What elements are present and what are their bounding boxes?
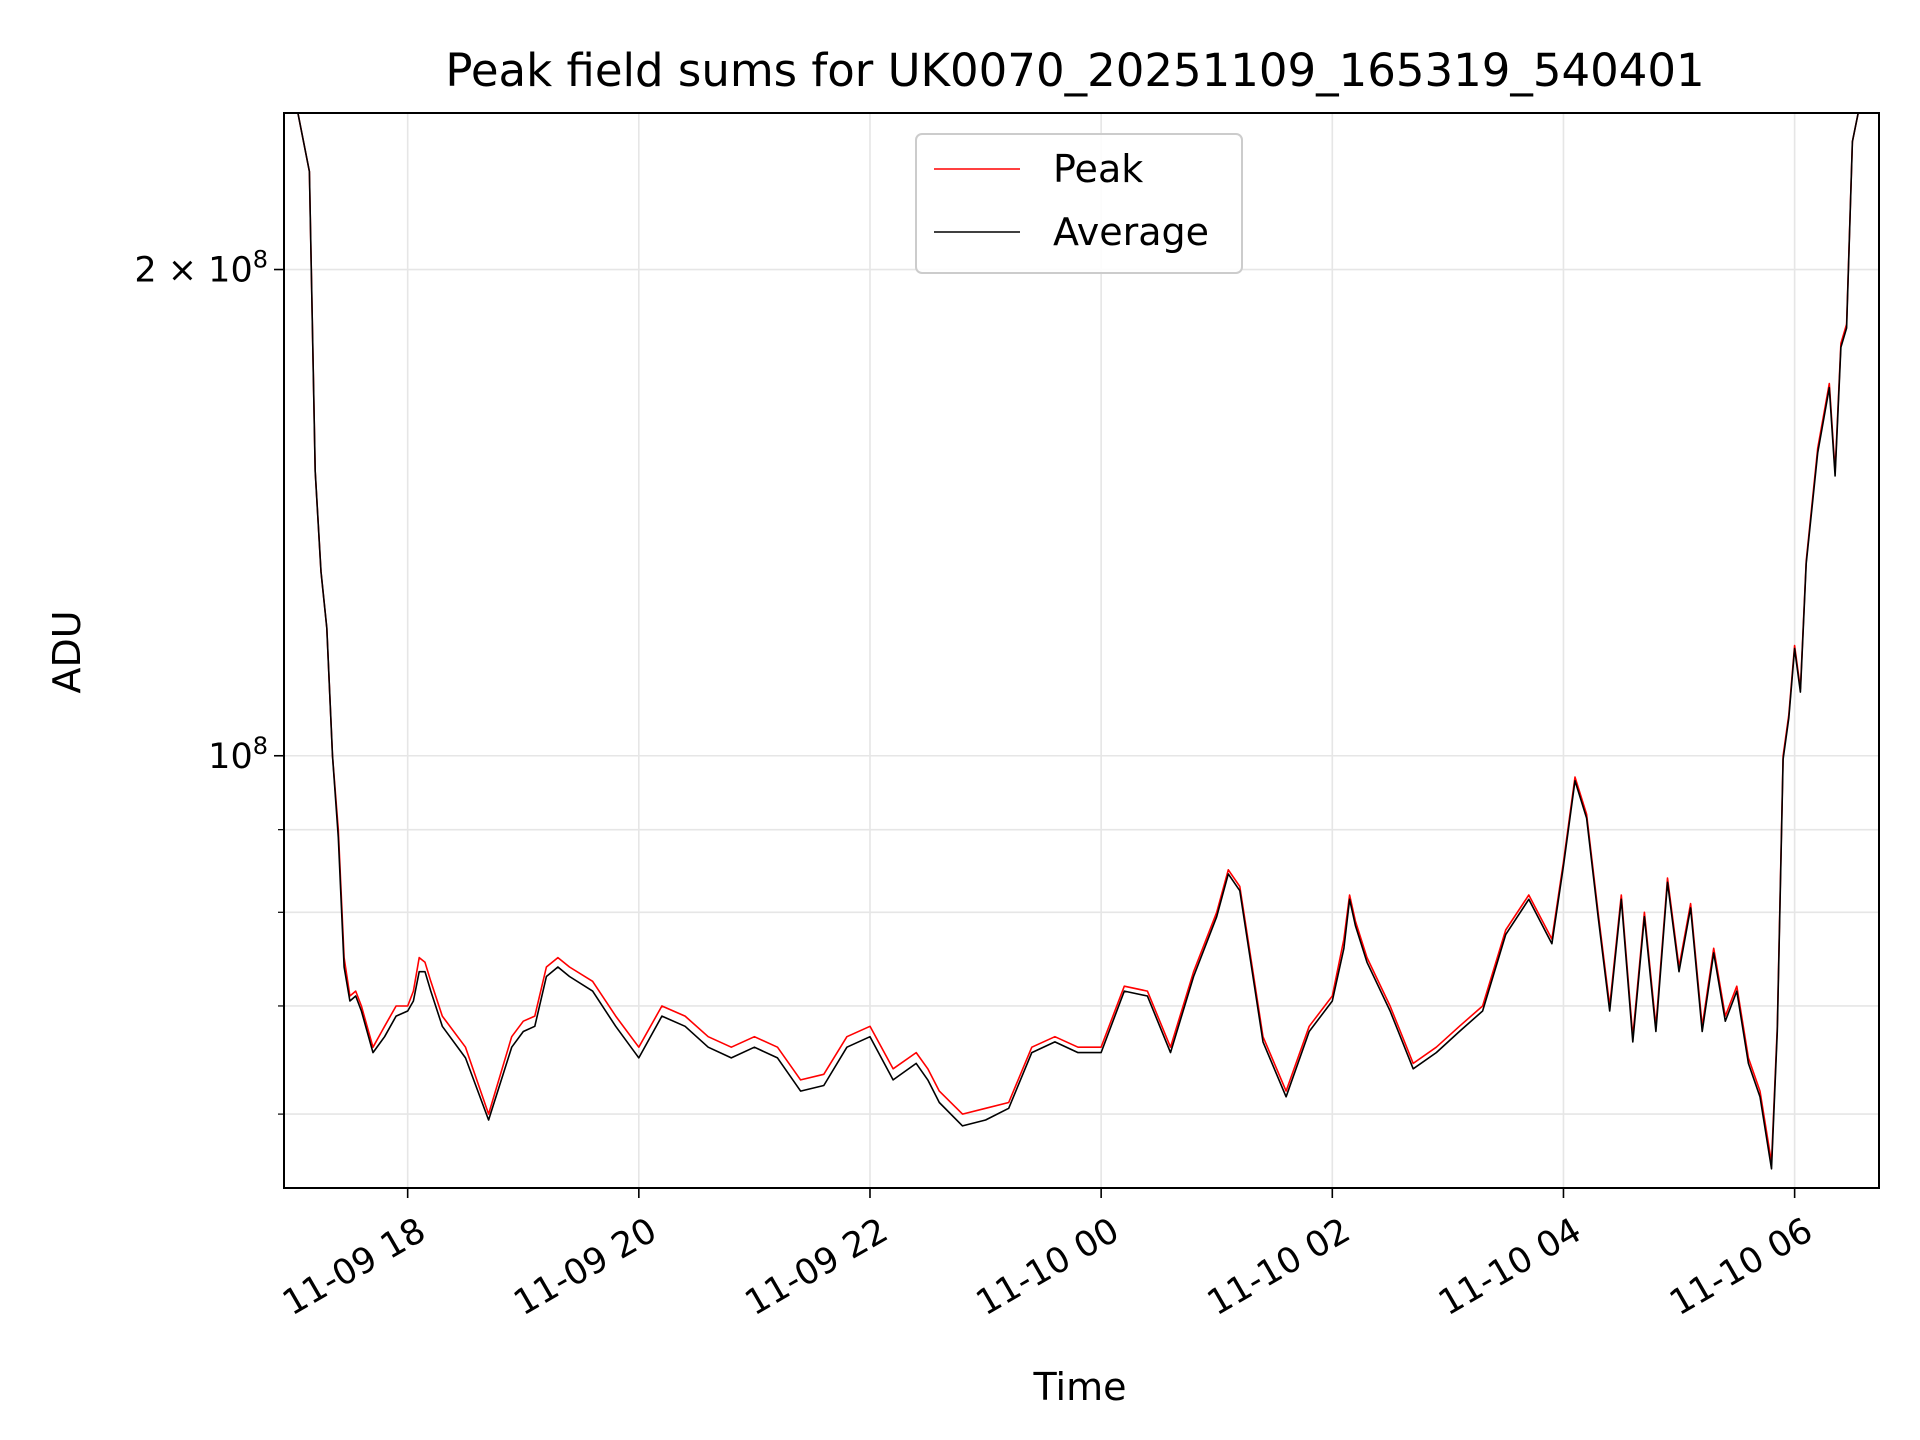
x-tick-label: 11-09 20 bbox=[507, 1211, 663, 1324]
x-tick-label: 11-09 22 bbox=[739, 1211, 895, 1324]
x-tick-label: 11-10 06 bbox=[1663, 1211, 1819, 1324]
y-tick-label: 2 × 108 bbox=[134, 246, 268, 291]
x-tick-label: 11-09 18 bbox=[276, 1211, 432, 1324]
y-axis-label: ADU bbox=[45, 610, 89, 693]
series-line-average bbox=[297, 113, 1876, 1170]
chart-title: Peak field sums for UK0070_20251109_1653… bbox=[445, 44, 1704, 97]
plot-area bbox=[297, 113, 1876, 1170]
grid bbox=[284, 113, 1879, 1188]
x-tick-label: 11-10 00 bbox=[970, 1211, 1126, 1324]
legend-label-peak: Peak bbox=[1053, 147, 1143, 191]
legend-label-average: Average bbox=[1053, 210, 1209, 254]
y-tick-mantissa: 2 × 10 bbox=[134, 251, 252, 291]
x-axis: 11-09 18 11-09 20 11-09 22 11-10 00 11-10 02… bbox=[276, 1188, 1820, 1324]
legend: Peak Average bbox=[915, 133, 1243, 274]
plot-frame bbox=[283, 112, 1880, 1189]
series-line-peak bbox=[297, 113, 1876, 1164]
y-tick-exponent: 8 bbox=[253, 732, 268, 760]
y-tick-label: 108 bbox=[208, 732, 268, 777]
x-axis-label: Time bbox=[1033, 1365, 1127, 1409]
x-tick-label: 11-10 04 bbox=[1432, 1211, 1588, 1324]
y-tick-mantissa: 10 bbox=[208, 737, 253, 777]
x-tick-label: 11-10 02 bbox=[1201, 1211, 1357, 1324]
y-tick-exponent: 8 bbox=[253, 246, 268, 274]
